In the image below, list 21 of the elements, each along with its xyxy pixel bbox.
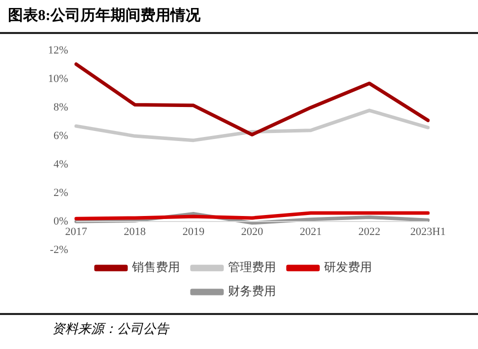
x-tick-label: 2021 (300, 226, 322, 238)
x-tick-label: 2019 (182, 226, 205, 238)
y-tick-label: 4% (53, 158, 68, 170)
chart-title: 图表8:公司历年期间费用情况 (8, 6, 200, 25)
x-tick-label: 2017 (65, 226, 88, 238)
y-tick-label: 8% (53, 101, 68, 114)
y-tick-label: 6% (53, 130, 68, 142)
x-tick-label: 2023H1 (410, 226, 446, 238)
y-tick-label: 12% (48, 44, 68, 56)
y-tick-label: -2% (50, 244, 68, 256)
legend-label: 管理费用 (228, 260, 276, 274)
text: 资料来源：公司公告 (52, 320, 169, 338)
legend-label: 财务费用 (228, 284, 276, 298)
y-tick-label: 0% (53, 215, 68, 228)
legend-label: 研发费用 (324, 260, 372, 274)
x-tick-label: 2020 (241, 226, 264, 238)
y-tick-label: 10% (48, 72, 68, 85)
x-tick-label: 2018 (124, 226, 146, 238)
y-tick-label: 2% (53, 186, 68, 199)
legend-label: 销售费用 (131, 260, 180, 274)
x-tick-label: 2022 (358, 226, 380, 238)
